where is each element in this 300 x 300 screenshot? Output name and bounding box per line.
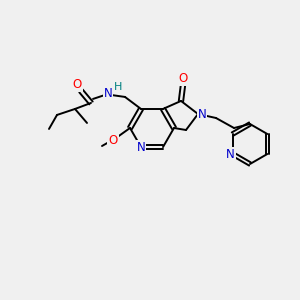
Text: N: N bbox=[103, 87, 112, 101]
Text: N: N bbox=[136, 141, 146, 154]
Text: O: O bbox=[178, 72, 188, 86]
Text: O: O bbox=[108, 134, 118, 146]
Text: O: O bbox=[72, 78, 82, 92]
Text: N: N bbox=[198, 107, 206, 121]
Text: H: H bbox=[114, 82, 122, 92]
Text: N: N bbox=[226, 148, 235, 160]
